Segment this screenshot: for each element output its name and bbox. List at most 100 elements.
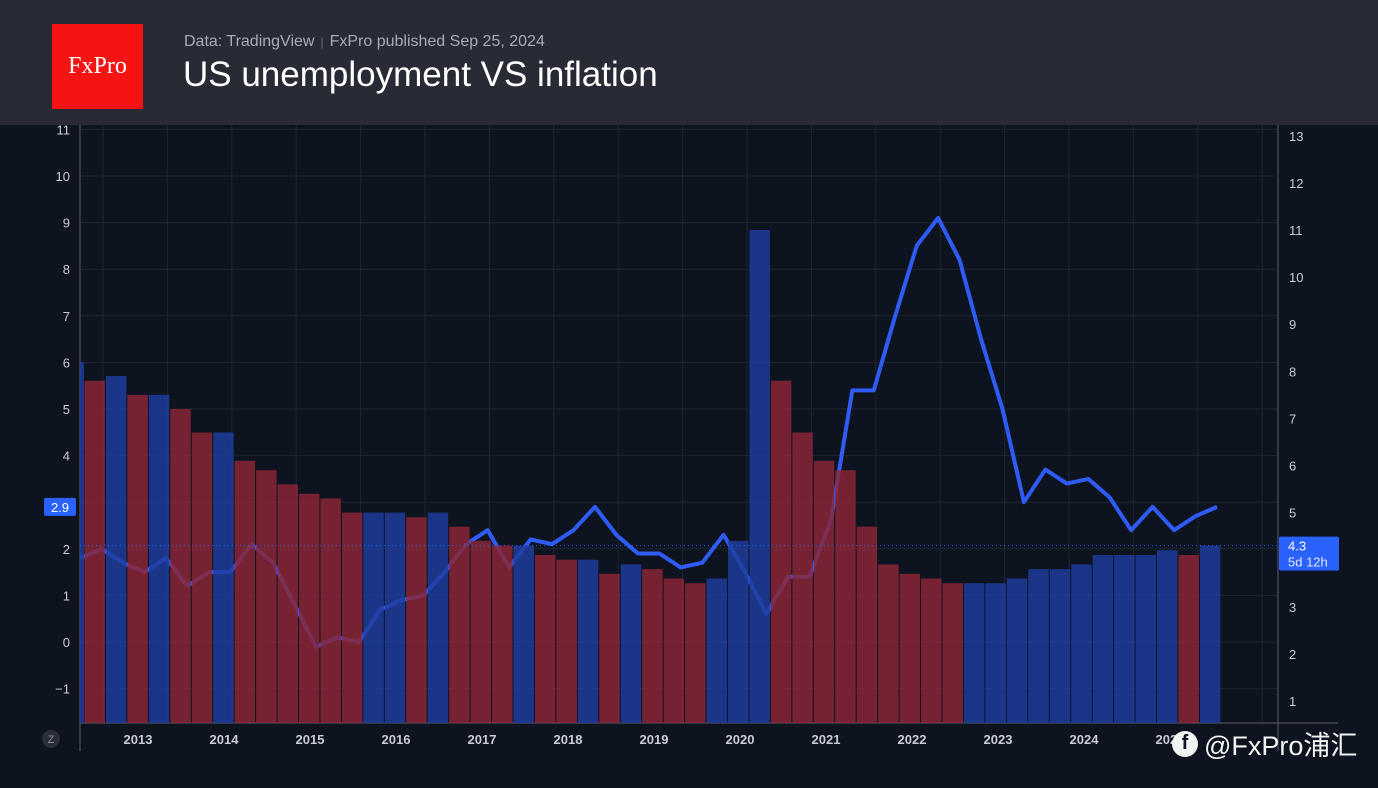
- watermark: f @FxPro浦汇: [1172, 724, 1357, 763]
- unemployment-bar: [384, 512, 406, 723]
- unemployment-bar: [577, 559, 599, 723]
- left-axis-tick: 0: [63, 635, 70, 650]
- left-axis-tick: 2: [63, 542, 70, 557]
- unemployment-bar: [749, 230, 770, 723]
- unemployment-bar: [127, 394, 148, 723]
- right-axis-tick: 1: [1289, 694, 1296, 709]
- unemployment-bar: [706, 578, 727, 723]
- unemployment-bar: [170, 408, 191, 723]
- unemployment-bar: [191, 432, 213, 723]
- x-axis-tick: 2024: [1070, 732, 1100, 747]
- unemployment-bar: [813, 460, 835, 723]
- unemployment-bar: [642, 569, 663, 723]
- right-axis-tick: 11: [1289, 223, 1303, 238]
- left-axis-tick: 6: [63, 355, 70, 370]
- right-axis-tick: 7: [1289, 411, 1296, 426]
- unemployment-bar: [556, 559, 577, 723]
- unemployment-bar: [513, 545, 534, 723]
- unemployment-bar: [1028, 569, 1049, 723]
- left-axis-tick: 7: [63, 309, 70, 324]
- left-axis-tick: 9: [63, 216, 70, 231]
- right-axis-tick: 5: [1289, 506, 1296, 521]
- subtitle: Data: TradingView | FxPro published Sep 25…: [184, 33, 545, 51]
- unemployment-bar: [1199, 545, 1221, 723]
- left-axis-tick: 11: [57, 125, 71, 137]
- right-axis-tick: 8: [1289, 364, 1296, 379]
- left-axis-tick: −1: [55, 682, 70, 697]
- unemployment-bar: [256, 470, 277, 723]
- x-axis-tick: 2017: [468, 732, 497, 747]
- right-last-value: 4.3: [1288, 539, 1306, 554]
- left-last-value-badge: [44, 497, 76, 516]
- chart: −1012456789101112356789101112132.94.35d …: [42, 125, 1339, 751]
- unemployment-bar: [492, 545, 513, 723]
- header: FxPro Data: TradingView | FxPro published …: [0, 0, 1378, 125]
- bar-countdown: 5d 12h: [1288, 555, 1328, 570]
- unemployment-bar: [84, 380, 105, 723]
- published-date: FxPro published Sep 25, 2024: [329, 33, 545, 50]
- left-axis-tick: 10: [56, 169, 70, 184]
- unemployment-bar: [1135, 554, 1156, 723]
- unemployment-bar: [1049, 569, 1071, 723]
- x-axis-tick: 2016: [382, 732, 411, 747]
- x-axis-tick: 2015: [296, 732, 325, 747]
- unemployment-bar: [1178, 554, 1199, 723]
- unemployment-bar: [942, 583, 963, 723]
- unemployment-bar: [534, 554, 556, 723]
- unemployment-bar: [148, 394, 170, 723]
- unemployment-bar: [770, 380, 792, 723]
- unemployment-bar: [620, 564, 642, 723]
- auto-scale-label: Z: [48, 734, 55, 746]
- data-source: Data: TradingView: [184, 33, 315, 50]
- left-last-value: 2.9: [51, 500, 69, 515]
- unemployment-bar: [320, 498, 341, 723]
- auto-scale-button[interactable]: [42, 730, 60, 748]
- unemployment-bar: [921, 578, 942, 723]
- unemployment-bar: [277, 484, 298, 723]
- x-axis-tick: 2021: [812, 732, 841, 747]
- unemployment-bar: [341, 512, 363, 723]
- unemployment-bar: [899, 573, 921, 723]
- fxpro-logo: FxPro: [52, 24, 143, 109]
- unemployment-bar: [663, 578, 685, 723]
- unemployment-bar: [363, 512, 384, 723]
- unemployment-bar: [1071, 564, 1092, 723]
- right-last-value-badge: [1279, 536, 1339, 571]
- unemployment-bar: [792, 432, 813, 723]
- separator: |: [320, 35, 324, 49]
- right-axis-tick: 10: [1289, 270, 1303, 285]
- unemployment-bar: [406, 517, 427, 723]
- unemployment-bar: [878, 564, 899, 723]
- chart-title: US unemployment VS inflation: [183, 55, 658, 94]
- unemployment-bar: [856, 526, 878, 723]
- x-axis-tick: 2022: [898, 732, 927, 747]
- right-axis-tick: 6: [1289, 459, 1296, 474]
- unemployment-bar: [1092, 554, 1114, 723]
- unemployment-bar: [963, 583, 985, 723]
- unemployment-bar: [599, 573, 620, 723]
- left-axis-tick: 8: [63, 262, 70, 277]
- weibo-icon: f: [1172, 730, 1198, 757]
- x-axis-tick: 2018: [554, 732, 583, 747]
- unemployment-bar: [449, 526, 470, 723]
- right-axis-tick: 2: [1289, 647, 1296, 662]
- x-axis-tick: 2019: [640, 732, 669, 747]
- unemployment-bar: [213, 432, 234, 723]
- unemployment-bar: [470, 540, 492, 723]
- unemployment-bar: [1157, 550, 1178, 723]
- left-axis-tick: 5: [63, 402, 70, 417]
- left-axis-tick: 1: [63, 588, 70, 603]
- x-axis-tick: 2014: [210, 732, 240, 747]
- unemployment-bar: [728, 540, 749, 723]
- unemployment-bar: [234, 460, 256, 723]
- right-axis-tick: 12: [1289, 176, 1303, 191]
- right-axis-tick: 3: [1289, 600, 1296, 615]
- x-axis-tick: 2023: [984, 732, 1013, 747]
- unemployment-bar: [685, 583, 706, 723]
- right-axis-tick: 9: [1289, 317, 1296, 332]
- unemployment-bar: [299, 493, 320, 723]
- x-axis-tick: 2013: [124, 732, 153, 747]
- unemployment-bar: [835, 470, 856, 723]
- unemployment-bar-partial: [80, 361, 84, 723]
- unemployment-bar: [427, 512, 449, 723]
